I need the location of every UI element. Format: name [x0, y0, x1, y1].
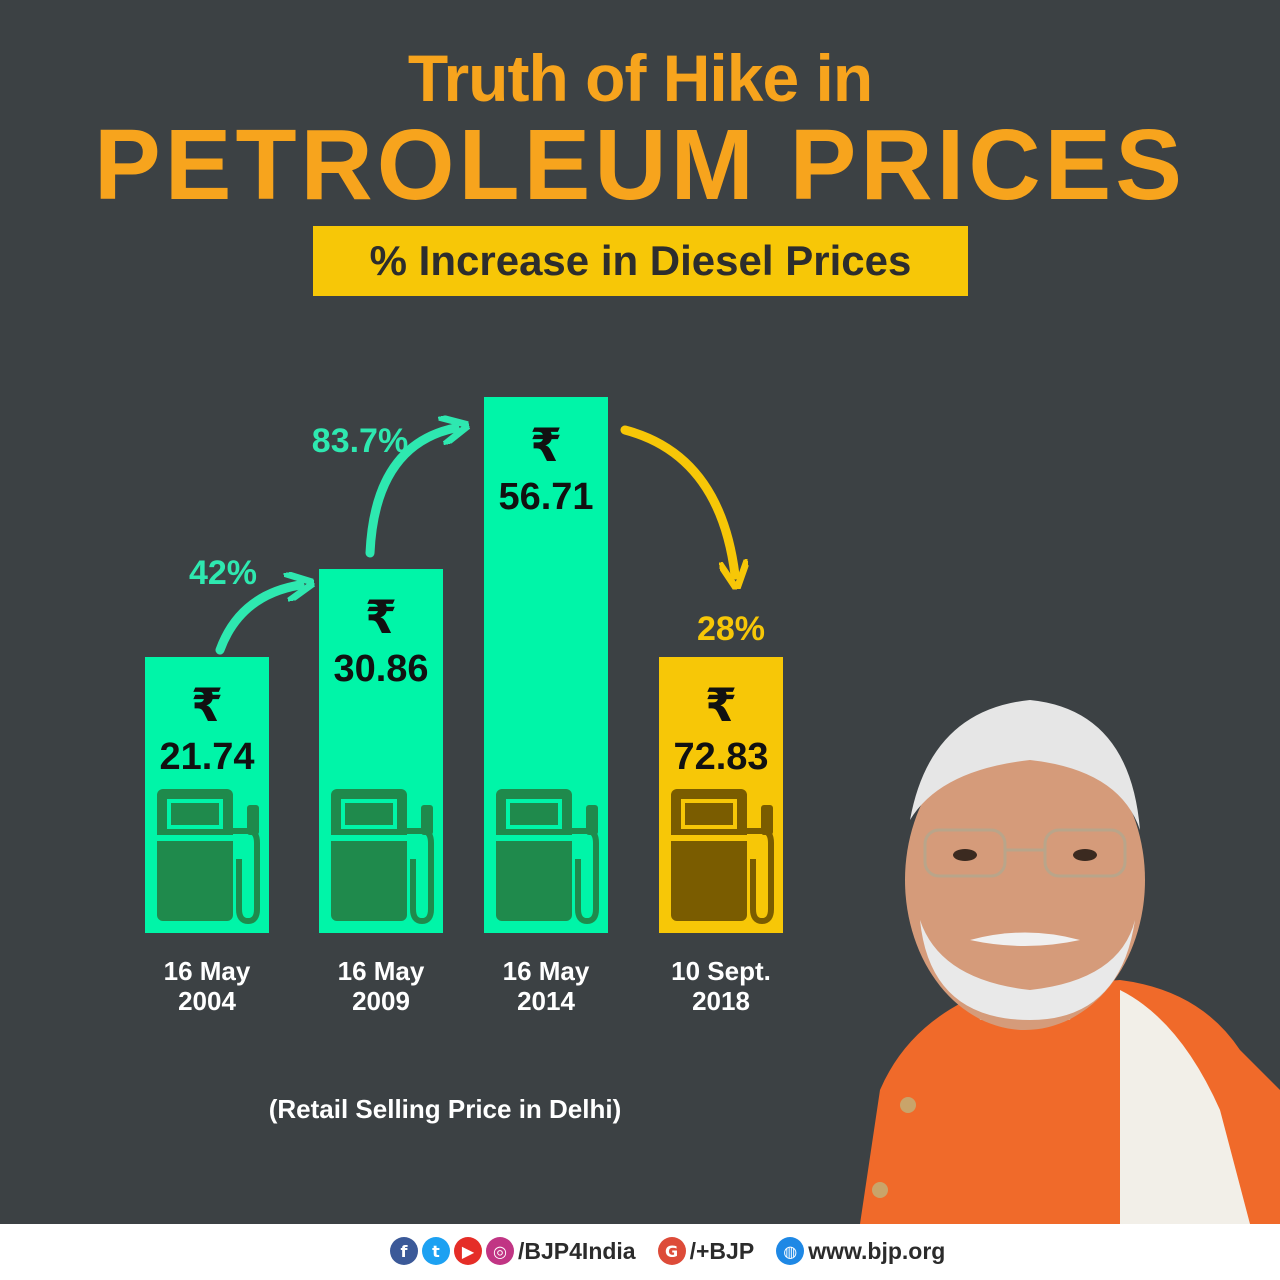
rupee-icon: ₹: [705, 678, 737, 732]
bar-value-label: 21.74: [159, 736, 254, 778]
chart-subtitle: % Increase in Diesel Prices: [313, 226, 968, 296]
increase-arrow: [365, 428, 455, 558]
increase-arrow: [620, 425, 735, 575]
bar-value-label: 30.86: [333, 648, 428, 690]
category-label: 16 May: [338, 956, 425, 986]
category-label: 16 May: [503, 956, 590, 986]
category-label: 2004: [178, 986, 236, 1016]
social-links: f t ▶ ◎ /BJP4India G /+BJP ◍ www.bjp.org: [390, 1237, 945, 1265]
fuel-pump-icon: [331, 789, 434, 925]
gplus-handle[interactable]: /+BJP: [689, 1237, 755, 1264]
twitter-icon[interactable]: t: [422, 1237, 450, 1265]
instagram-icon[interactable]: ◎: [486, 1237, 514, 1265]
social-handle[interactable]: /BJP4India: [518, 1237, 636, 1264]
youtube-icon[interactable]: ▶: [454, 1237, 482, 1265]
category-label: 2018: [692, 986, 750, 1016]
footer-bar: f t ▶ ◎ /BJP4India G /+BJP ◍ www.bjp.org: [0, 1224, 1280, 1280]
category-label: 10 Sept.: [671, 956, 771, 986]
fuel-pump-icon: [671, 789, 774, 925]
rupee-icon: ₹: [191, 678, 223, 732]
bar-value-label: 56.71: [498, 476, 593, 518]
facebook-icon[interactable]: f: [390, 1237, 418, 1265]
title-line-2: PETROLEUM PRICES: [94, 109, 1186, 221]
category-label: 16 May: [164, 956, 251, 986]
increase-label: 28%: [697, 610, 765, 648]
title-line-1: Truth of Hike in: [407, 41, 873, 115]
bar-value-label: 72.83: [673, 736, 768, 778]
rupee-icon: ₹: [530, 418, 562, 472]
leader-portrait: [860, 700, 1280, 1224]
increase-label: 42%: [189, 554, 257, 592]
fuel-pump-icon: [496, 789, 599, 925]
increase-label: 83.7%: [312, 422, 408, 460]
category-label: 2009: [352, 986, 410, 1016]
chart-note: (Retail Selling Price in Delhi): [269, 1094, 622, 1124]
increase-arrow: [215, 585, 300, 655]
website-link[interactable]: www.bjp.org: [808, 1237, 946, 1264]
globe-icon[interactable]: ◍: [776, 1237, 805, 1265]
google-plus-icon[interactable]: G: [657, 1237, 686, 1265]
category-label: 2014: [517, 986, 575, 1016]
fuel-pump-icon: [157, 789, 260, 925]
rupee-icon: ₹: [365, 590, 397, 644]
